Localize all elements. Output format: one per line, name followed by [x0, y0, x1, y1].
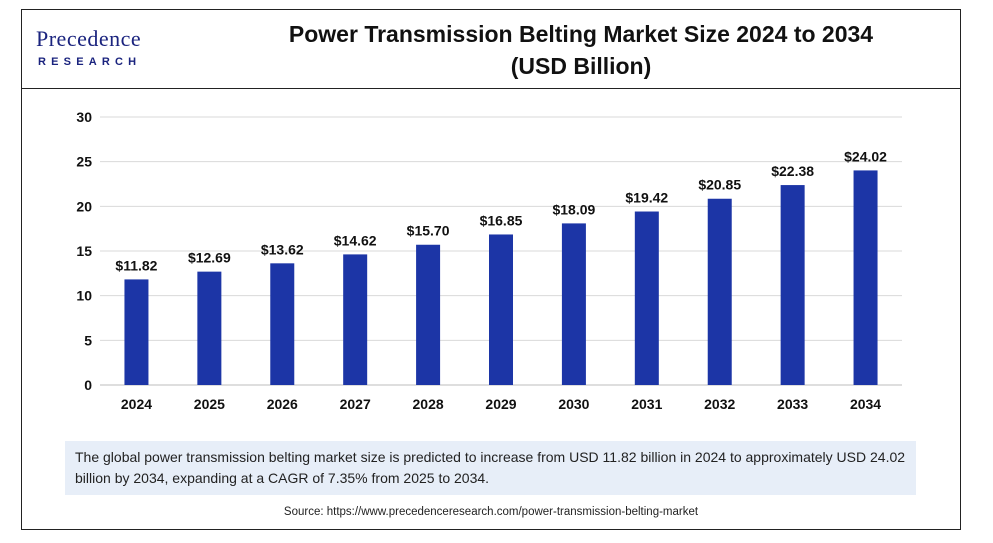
chart-title-line1: Power Transmission Belting Market Size 2… [288, 21, 874, 47]
data-label: $20.85 [698, 177, 741, 193]
x-tick-label: 2029 [485, 396, 516, 412]
y-tick-label: 20 [76, 198, 92, 214]
data-label: $19.42 [625, 190, 668, 206]
bar [780, 185, 805, 385]
chart-frame: Precedence RESEARCH Power Transmission B… [21, 9, 961, 530]
data-label: $11.82 [115, 257, 157, 273]
bar-chart: 051015202530$11.822024$12.692025$13.6220… [76, 109, 902, 412]
bar [561, 223, 586, 385]
bar [707, 198, 732, 385]
x-tick-label: 2030 [558, 396, 589, 412]
data-label: $12.69 [188, 250, 231, 266]
bar [197, 271, 222, 385]
x-tick-label: 2034 [850, 396, 881, 412]
x-tick-label: 2032 [704, 396, 735, 412]
data-label: $18.09 [552, 201, 595, 217]
bar [124, 279, 149, 385]
x-tick-label: 2024 [121, 396, 152, 412]
logo-subtitle: RESEARCH [38, 56, 142, 68]
data-label: $13.62 [261, 241, 304, 257]
x-tick-label: 2025 [194, 396, 225, 412]
bar [634, 211, 659, 385]
bar [853, 170, 878, 385]
y-tick-label: 15 [76, 243, 92, 259]
y-tick-label: 5 [84, 332, 92, 348]
y-tick-label: 30 [76, 109, 92, 125]
data-label: $14.62 [334, 232, 377, 248]
summary-note: The global power transmission belting ma… [65, 441, 916, 495]
chart-title: Power Transmission Belting Market Size 2… [222, 18, 940, 82]
bar [270, 263, 295, 385]
x-tick-label: 2033 [777, 396, 808, 412]
data-label: $22.38 [771, 163, 814, 179]
precedence-research-logo: Precedence RESEARCH [36, 26, 186, 76]
source-line: Source: https://www.precedenceresearch.c… [283, 506, 699, 518]
x-tick-label: 2028 [413, 396, 444, 412]
x-tick-label: 2026 [267, 396, 298, 412]
data-label: $16.85 [480, 212, 523, 228]
bar [416, 244, 441, 385]
y-tick-label: 25 [76, 154, 92, 170]
bar [343, 254, 368, 385]
x-tick-label: 2031 [631, 396, 662, 412]
chart-title-line2: (USD Billion) [510, 53, 652, 79]
x-tick-label: 2027 [340, 396, 371, 412]
data-label: $24.02 [844, 148, 887, 164]
y-tick-label: 0 [84, 377, 92, 393]
header: Precedence RESEARCH Power Transmission B… [22, 10, 960, 89]
data-label: $15.70 [407, 223, 450, 239]
bar [489, 234, 513, 385]
y-tick-label: 10 [76, 288, 92, 304]
logo-wordmark: Precedence [36, 26, 142, 51]
